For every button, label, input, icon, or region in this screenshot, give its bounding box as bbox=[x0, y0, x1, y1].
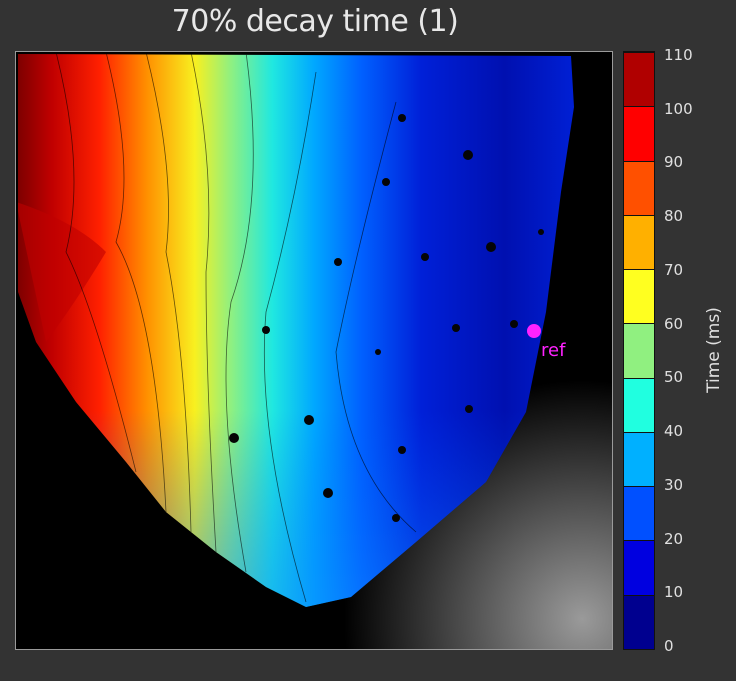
colorbar-tick-label: 10 bbox=[664, 583, 684, 602]
colorbar-tick-label: 40 bbox=[664, 422, 684, 441]
colorbar-band bbox=[624, 323, 654, 378]
colorbar-band bbox=[624, 52, 654, 107]
heart-map bbox=[16, 52, 612, 649]
colorbar-tick-label: 110 bbox=[664, 46, 693, 64]
colorbar-band bbox=[624, 540, 654, 595]
colorbar-band bbox=[624, 431, 654, 487]
colorbar-band bbox=[624, 377, 654, 432]
colorbar-band bbox=[624, 214, 654, 270]
heatmap-plot: ref bbox=[15, 51, 613, 650]
ref-label: ref bbox=[541, 340, 566, 361]
colorbar-tick-label: 70 bbox=[664, 260, 684, 279]
colorbar-tick-label: 0 bbox=[664, 637, 674, 655]
colorbar-label: Time (ms) bbox=[704, 307, 724, 393]
colorbar-tick-label: 80 bbox=[664, 207, 684, 226]
electrode-dots bbox=[229, 114, 544, 522]
colorbar-band bbox=[624, 486, 654, 541]
colorbar-tick-label: 20 bbox=[664, 529, 684, 548]
colorbar-band bbox=[624, 269, 654, 324]
chart-title: 70% decay time (1) bbox=[171, 4, 459, 39]
colorbar-tick-label: 50 bbox=[664, 368, 684, 387]
colorbar bbox=[623, 51, 655, 650]
colorbar-tick-label: 30 bbox=[664, 475, 684, 494]
colorbar-band bbox=[624, 160, 654, 215]
colorbar-tick-label: 100 bbox=[664, 99, 693, 118]
colorbar-tick-label: 90 bbox=[664, 153, 684, 172]
colorbar-tick-label: 60 bbox=[664, 314, 684, 333]
ref-marker bbox=[527, 324, 541, 338]
colorbar-band bbox=[624, 594, 654, 649]
colorbar-band bbox=[624, 106, 654, 161]
